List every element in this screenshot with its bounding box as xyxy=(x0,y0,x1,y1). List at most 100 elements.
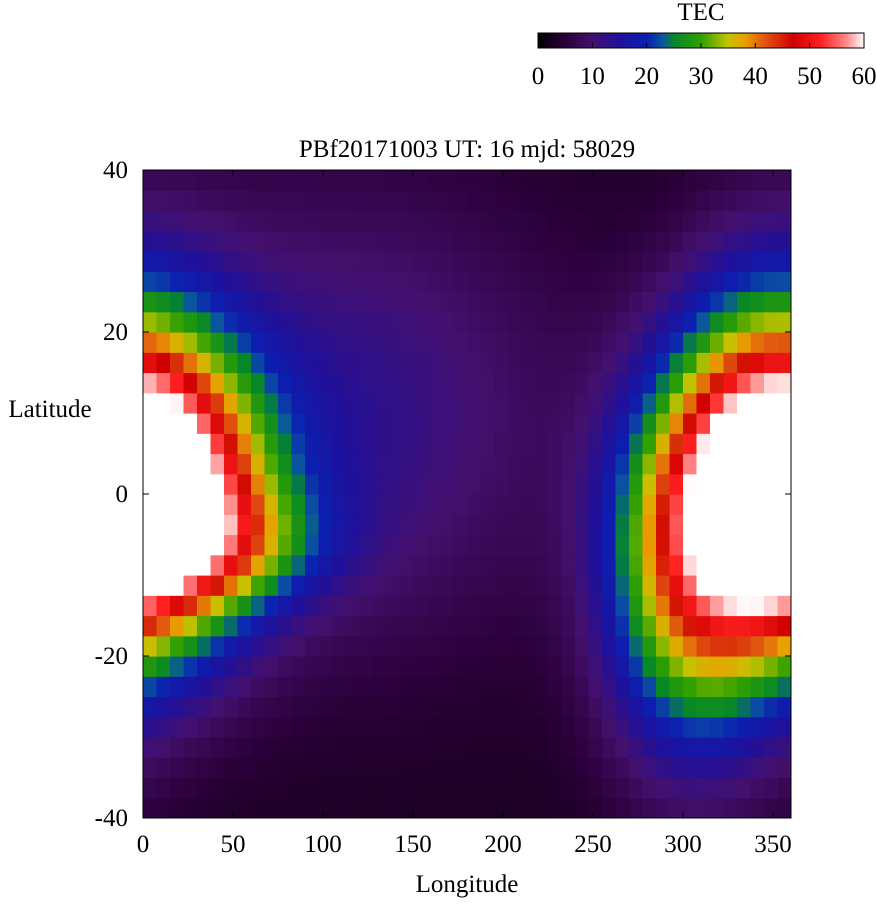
heatmap-cell xyxy=(291,230,306,252)
heatmap-cell xyxy=(629,311,644,333)
heatmap-cell xyxy=(399,170,414,191)
heatmap-cell xyxy=(710,170,725,191)
heatmap-cell xyxy=(453,494,468,515)
heatmap-cell xyxy=(332,716,347,738)
heatmap-cell xyxy=(224,352,239,374)
heatmap-cell xyxy=(602,757,617,779)
heatmap-cell xyxy=(602,453,617,475)
heatmap-cell xyxy=(197,656,212,677)
heatmap-cell xyxy=(629,554,644,576)
heatmap-cell xyxy=(507,190,522,212)
heatmap-cell xyxy=(237,433,252,455)
heatmap-cell xyxy=(561,433,576,455)
heatmap-cell xyxy=(426,372,441,394)
heatmap-cell xyxy=(656,737,671,758)
heatmap-cell xyxy=(723,433,738,455)
heatmap-cell xyxy=(588,696,603,718)
heatmap-cell xyxy=(615,311,630,333)
heatmap-cell xyxy=(669,413,684,434)
heatmap-cell xyxy=(507,372,522,394)
heatmap-cell xyxy=(710,271,725,293)
heatmap-cell xyxy=(318,797,333,818)
heatmap-cell xyxy=(602,392,617,414)
heatmap-cell xyxy=(521,392,536,414)
heatmap-cell xyxy=(224,797,239,818)
heatmap-cell xyxy=(170,352,185,374)
heatmap-cell xyxy=(588,230,603,252)
heatmap-cell xyxy=(345,797,360,818)
heatmap-cell xyxy=(467,372,482,394)
heatmap-cell xyxy=(480,656,495,677)
heatmap-cell xyxy=(170,554,185,576)
heatmap-cell xyxy=(494,453,509,475)
heatmap-cell xyxy=(426,271,441,293)
heatmap-cell xyxy=(777,615,791,637)
heatmap-cell xyxy=(426,210,441,232)
heatmap-cell xyxy=(170,210,185,232)
heatmap-cell xyxy=(480,413,495,434)
heatmap-cell xyxy=(561,777,576,799)
heatmap-cell xyxy=(588,210,603,232)
heatmap-cell xyxy=(534,311,549,333)
heatmap-cell xyxy=(210,332,225,353)
heatmap-cell xyxy=(494,615,509,637)
heatmap-cell xyxy=(750,372,765,394)
heatmap-cell xyxy=(264,635,279,657)
heatmap-cell xyxy=(561,230,576,252)
heatmap-cell xyxy=(318,575,333,596)
heatmap-cell xyxy=(723,230,738,252)
heatmap-cell xyxy=(278,635,293,657)
heatmap-cell xyxy=(156,575,171,596)
heatmap-cell xyxy=(426,230,441,252)
heatmap-cell xyxy=(777,575,791,596)
colorbar-tick-label: 0 xyxy=(532,63,545,90)
heatmap-cell xyxy=(710,453,725,475)
heatmap-cell xyxy=(494,332,509,353)
heatmap-cell xyxy=(359,251,374,272)
heatmap-cell xyxy=(413,413,428,434)
heatmap-cell xyxy=(548,352,563,374)
heatmap-cell xyxy=(561,311,576,333)
heatmap-cell xyxy=(602,575,617,596)
heatmap-cell xyxy=(345,656,360,677)
heatmap-cell xyxy=(642,291,657,313)
heatmap-cell xyxy=(197,777,212,799)
heatmap-cell xyxy=(534,251,549,272)
heatmap-cell xyxy=(521,797,536,818)
heatmap-cell xyxy=(548,494,563,515)
heatmap-cell xyxy=(237,352,252,374)
heatmap-cell xyxy=(561,494,576,515)
heatmap-cell xyxy=(521,534,536,556)
heatmap-cell xyxy=(588,534,603,556)
heatmap-cell xyxy=(696,251,711,272)
heatmap-cell xyxy=(588,514,603,536)
heatmap-cell xyxy=(629,251,644,272)
heatmap-cell xyxy=(494,534,509,556)
heatmap-cell xyxy=(575,737,590,758)
x-tick-label: 250 xyxy=(574,831,612,858)
heatmap-cell xyxy=(305,615,320,637)
heatmap-cell xyxy=(143,595,158,617)
heatmap-cell xyxy=(588,676,603,698)
heatmap-cell xyxy=(426,514,441,536)
heatmap-cell xyxy=(494,473,509,495)
heatmap-cell xyxy=(723,635,738,657)
heatmap-cell xyxy=(305,332,320,353)
heatmap-cell xyxy=(386,291,401,313)
heatmap-cell xyxy=(224,777,239,799)
heatmap-cell xyxy=(656,635,671,657)
heatmap-cell xyxy=(696,392,711,414)
heatmap-cell xyxy=(453,737,468,758)
heatmap-cell xyxy=(696,433,711,455)
heatmap-cell xyxy=(332,251,347,272)
heatmap-cell xyxy=(710,473,725,495)
heatmap-cell xyxy=(237,473,252,495)
heatmap-cell xyxy=(656,392,671,414)
heatmap-cell xyxy=(291,534,306,556)
heatmap-cell xyxy=(318,615,333,637)
heatmap-cell xyxy=(359,453,374,475)
heatmap-cell xyxy=(386,230,401,252)
heatmap-cell xyxy=(534,595,549,617)
heatmap-cell xyxy=(548,453,563,475)
heatmap-cell xyxy=(467,554,482,576)
